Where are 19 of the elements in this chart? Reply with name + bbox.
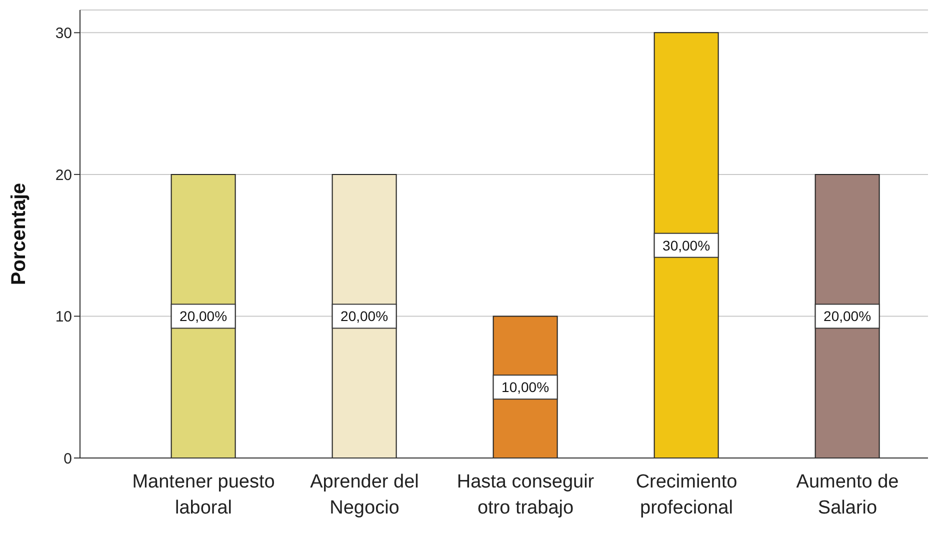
x-tick-label: Mantener puesto laboral (132, 471, 275, 518)
data-label: 10,00% (502, 379, 550, 396)
y-tick-label: 20 (55, 166, 72, 184)
data-label: 30,00% (662, 237, 710, 254)
x-tick-label: Crecimiento profecional (636, 471, 738, 518)
data-label: 20,00% (340, 308, 388, 324)
x-tick-label: Hasta conseguir otro trabajo (456, 471, 595, 518)
data-label: 20,00% (180, 308, 228, 324)
bar (332, 174, 397, 458)
x-tick-label: Aprender del Negocio (310, 471, 419, 518)
bar (170, 174, 236, 458)
y-tick-label: 10 (55, 308, 72, 326)
y-axis-title: Porcentaje (8, 182, 30, 286)
data-label: 20,00% (824, 308, 872, 324)
y-tick-label: 30 (55, 25, 72, 42)
y-tick-label: 0 (64, 450, 72, 468)
bar (814, 174, 880, 458)
x-tick-label: Aumento de Salario (796, 471, 899, 518)
bar (654, 32, 719, 458)
